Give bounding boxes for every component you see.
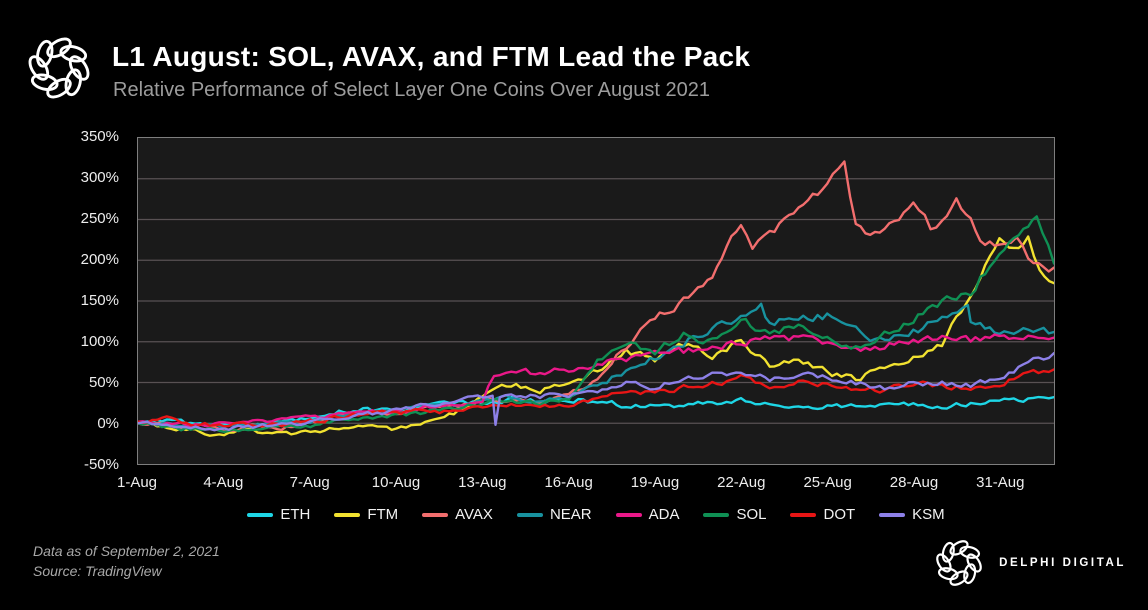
legend: ETH FTM AVAX NEAR ADA SOL DOT KSM — [137, 506, 1055, 523]
legend-item-ftm: FTM — [334, 506, 398, 523]
x-tick-label: 28-Aug — [889, 474, 939, 491]
y-tick-label: 250% — [80, 210, 119, 227]
legend-item-avax: AVAX — [422, 506, 493, 523]
y-axis-labels: 350% 300% 250% 200% 150% 100% 50% 0% -50% — [0, 128, 128, 473]
legend-label-sol: SOL — [736, 506, 767, 523]
legend-label-avax: AVAX — [455, 506, 493, 523]
x-tick-label: 4-Aug — [203, 474, 244, 491]
y-tick-label: -50% — [83, 456, 119, 473]
legend-item-dot: DOT — [790, 506, 855, 523]
chart-canvas — [138, 160, 1054, 437]
y-tick-label: 150% — [80, 292, 119, 309]
series-line-ada — [138, 333, 1054, 428]
x-tick-label: 13-Aug — [458, 474, 507, 491]
delphi-logo-icon — [936, 540, 982, 586]
brand: DELPHI DIGITAL — [932, 536, 1126, 590]
legend-label-ada: ADA — [648, 506, 680, 523]
y-tick-label: 300% — [80, 169, 119, 186]
legend-swatch-ftm — [334, 512, 361, 517]
x-tick-label: 1-Aug — [116, 474, 158, 491]
delphi-logo-icon — [28, 37, 90, 99]
legend-swatch-avax — [422, 512, 449, 517]
legend-swatch-dot — [790, 512, 817, 517]
legend-swatch-sol — [703, 512, 730, 517]
legend-label-ftm: FTM — [367, 506, 399, 523]
footnote-source: Source: TradingView — [33, 563, 162, 580]
legend-swatch-ada — [615, 512, 642, 517]
legend-swatch-ksm — [879, 512, 906, 517]
y-tick-label: 200% — [80, 251, 119, 268]
series-line-ksm — [138, 351, 1054, 432]
x-tick-label: 25-Aug — [803, 474, 852, 491]
series-line-near — [138, 302, 1054, 429]
legend-item-ada: ADA — [615, 506, 680, 523]
x-tick-label: 19-Aug — [630, 474, 680, 491]
series-line-dot — [138, 368, 1054, 428]
x-tick-label: 16-Aug — [544, 474, 593, 491]
legend-item-near: NEAR — [516, 506, 592, 523]
series-line-eth — [138, 395, 1054, 428]
x-tick-label: 10-Aug — [371, 474, 421, 491]
y-tick-label: 100% — [80, 333, 119, 350]
x-tick-label: 22-Aug — [717, 474, 766, 491]
x-tick-label: 31-Aug — [976, 474, 1025, 491]
y-tick-label: 350% — [80, 128, 119, 145]
legend-label-eth: ETH — [280, 506, 311, 523]
legend-label-near: NEAR — [549, 506, 592, 523]
legend-label-ksm: KSM — [912, 506, 945, 523]
y-tick-label: 50% — [88, 374, 119, 391]
legend-item-sol: SOL — [703, 506, 766, 523]
series-line-ftm — [138, 235, 1054, 437]
footnote: Data as of September 2, 2021 Source: Tra… — [33, 541, 220, 582]
legend-label-dot: DOT — [823, 506, 856, 523]
x-axis-labels: 1-Aug 4-Aug 7-Aug 10-Aug 13-Aug 16-Aug 19-Aug 2… — [117, 474, 1055, 496]
legend-swatch-eth — [247, 512, 274, 517]
page-subtitle: Relative Performance of Select Layer One… — [113, 79, 710, 101]
footnote-data-as-of: Data as of September 2, 2021 — [33, 543, 220, 559]
series-line-sol — [138, 215, 1054, 434]
page-title: L1 August: SOL, AVAX, and FTM Lead the P… — [112, 41, 751, 72]
x-tick-label: 7-Aug — [289, 474, 330, 491]
legend-swatch-near — [516, 512, 543, 517]
legend-item-eth: ETH — [247, 506, 310, 523]
legend-item-ksm: KSM — [879, 506, 945, 523]
brand-wordmark: DELPHI DIGITAL — [999, 557, 1126, 569]
plot-area — [137, 137, 1055, 465]
y-tick-label: 0% — [97, 415, 119, 432]
